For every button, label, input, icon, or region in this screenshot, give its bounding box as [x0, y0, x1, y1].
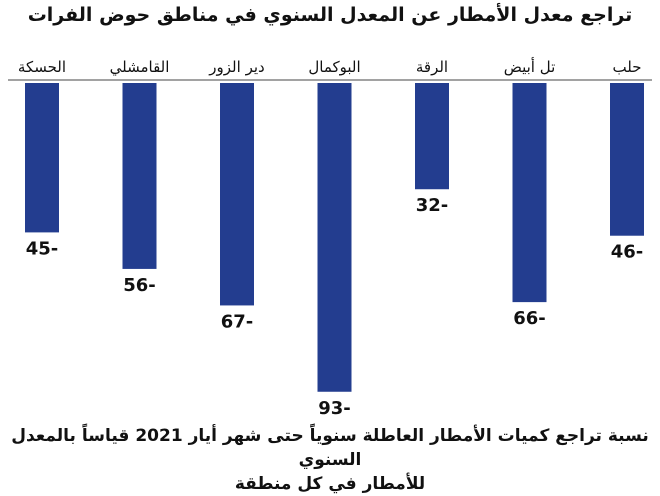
bar [512, 83, 547, 303]
data-label: 56- [123, 275, 156, 296]
data-label: 45- [26, 238, 59, 259]
chart-title: تراجع معدل الأمطار عن المعدل السنوي في م… [27, 4, 633, 26]
bar [610, 83, 644, 236]
category-label: القامشلي [110, 58, 170, 77]
bar [25, 83, 59, 233]
category-label: حلب [613, 58, 642, 76]
category-label: دير الزور [208, 58, 264, 76]
category-label: الرقة [416, 58, 448, 76]
data-label: 32- [416, 195, 449, 216]
data-label: 93- [318, 398, 351, 419]
bar [317, 83, 352, 392]
category-label: الحسكة [18, 58, 66, 76]
category-label: البوكمال [308, 58, 360, 76]
chart-caption: نسبة تراجع كميات الأمطار العاطلة سنوياً … [10, 424, 650, 496]
bar [415, 83, 449, 190]
caption-line-2: للأمطار في كل منطقة [234, 474, 426, 494]
data-label: 46- [611, 242, 644, 263]
data-label: 66- [513, 308, 546, 329]
category-label: تل أبيض [504, 57, 556, 76]
data-label: 67- [221, 311, 254, 332]
caption-line-1: نسبة تراجع كميات الأمطار العاطلة سنوياً … [11, 426, 649, 470]
bar [122, 83, 157, 269]
bar [220, 83, 254, 306]
